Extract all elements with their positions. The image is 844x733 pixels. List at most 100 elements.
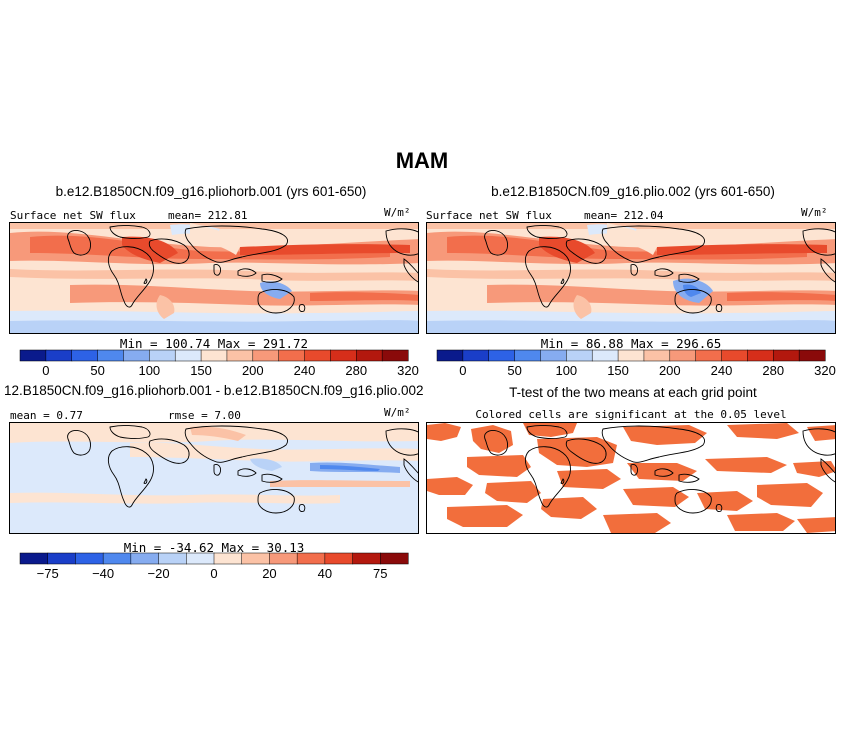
colorbar2-swatch — [721, 349, 748, 362]
panel1-title: b.e12.B1850CN.f09_g16.pliohorb.001 (yrs … — [55, 184, 367, 199]
colorbar3-swatch — [75, 552, 104, 565]
colorbar2-swatch — [462, 349, 490, 362]
colorbar1-tick-label: 240 — [294, 363, 316, 378]
page-title: MAM — [395, 148, 449, 173]
colorbar2-swatch — [540, 349, 567, 362]
colorbar1-swatch — [226, 349, 254, 362]
colorbar3-swatch — [158, 552, 187, 565]
panel4-map — [426, 422, 836, 534]
panel1-colorbar: 0 50 100 150 200 240 280 320 — [19, 349, 419, 378]
colorbar1-tick-label: 200 — [242, 363, 264, 378]
colorbar2-tick-label: 240 — [711, 363, 733, 378]
panel4-subtitle: Colored cells are significant at the 0.0… — [475, 408, 787, 421]
panel1-variable: Surface net SW flux — [10, 209, 136, 222]
colorbar3-swatch — [130, 552, 160, 565]
colorbar2-swatch — [643, 349, 671, 362]
colorbar3-swatch — [186, 552, 215, 565]
panel4-significant-cells — [427, 423, 835, 533]
colorbar3-swatch — [324, 552, 354, 565]
panel3-title: 12.B1850CN.f09_g16.pliohorb.001 - b.e12.… — [4, 383, 424, 398]
panel1-minmax: Min = 100.74 Max = 291.72 — [119, 336, 309, 351]
colorbar2-tick-label: 50 — [507, 363, 521, 378]
colorbar2-tick-label: 150 — [607, 363, 629, 378]
colorbar1-swatch — [174, 349, 202, 362]
colorbar3-swatch — [352, 552, 381, 565]
panel4-title: T-test of the two means at each grid poi… — [509, 385, 757, 400]
colorbar3-swatch — [213, 552, 243, 565]
panel2-map-svg — [427, 223, 835, 333]
panel2-title: b.e12.B1850CN.f09_g16.plio.002 (yrs 601-… — [491, 184, 775, 199]
colorbar1-swatch — [356, 349, 383, 362]
colorbar1-swatch — [97, 349, 125, 362]
colorbar2-tick-label: 200 — [659, 363, 681, 378]
panel2-colorbar: 0 50 100 150 200 240 280 320 — [436, 349, 836, 378]
panel4-map-svg — [427, 423, 835, 533]
panel2-map — [426, 222, 836, 334]
panel3-field — [10, 423, 418, 533]
colorbar2-swatch — [514, 349, 542, 362]
colorbar3-swatch — [241, 552, 270, 565]
panel1-field — [10, 223, 418, 333]
colorbar3-swatch — [380, 552, 409, 565]
colorbar1-swatch — [304, 349, 331, 362]
colorbar2-swatch — [773, 349, 800, 362]
colorbar1-swatch — [71, 349, 99, 362]
colorbar2-tick-label: 280 — [762, 363, 784, 378]
panel3-map — [9, 422, 419, 534]
colorbar2-swatch — [669, 349, 697, 362]
colorbar1-swatch — [149, 349, 176, 362]
colorbar3-tick-label: 75 — [373, 566, 387, 581]
colorbar1-tick-label: 0 — [42, 363, 49, 378]
colorbar2-tick-label: 320 — [814, 363, 836, 378]
colorbar3-tick-label: −75 — [37, 566, 59, 581]
colorbar2-swatch — [747, 349, 774, 362]
panel1-coastlines — [67, 225, 418, 314]
colorbar2-swatch — [617, 349, 645, 362]
panel3-coastlines — [67, 425, 418, 514]
colorbar1-swatch — [123, 349, 150, 362]
panel1-mean: mean= 212.81 — [168, 209, 248, 222]
colorbar3-tick-label: 40 — [318, 566, 332, 581]
colorbar1-tick-label: 280 — [345, 363, 367, 378]
colorbar1-tick-label: 320 — [397, 363, 419, 378]
panel3-units: W/m² — [384, 406, 411, 419]
colorbar1-swatch — [45, 349, 73, 362]
colorbar3-tick-label: −40 — [92, 566, 114, 581]
colorbar2-swatch — [798, 349, 826, 362]
panel1-units: W/m² — [384, 206, 411, 219]
colorbar3-swatch — [47, 552, 76, 565]
panel1-map-svg — [10, 223, 418, 333]
colorbar1-swatch — [381, 349, 409, 362]
colorbar1-swatch — [278, 349, 306, 362]
panel2-minmax: Min = 86.88 Max = 296.65 — [540, 336, 722, 351]
panel3-map-svg — [10, 423, 418, 533]
colorbar2-swatch — [566, 349, 593, 362]
colorbar2-swatch — [695, 349, 723, 362]
panel3-minmax: Min = -34.62 Max = 30.13 — [123, 540, 305, 555]
panel4-coastlines — [484, 425, 835, 514]
panel3-colorbar: −75 −40 −20 0 20 40 75 — [19, 552, 409, 581]
panel3-rmse: rmse = 7.00 — [168, 409, 241, 422]
colorbar3-tick-label: 20 — [262, 566, 276, 581]
colorbar1-swatch — [252, 349, 280, 362]
panel2-mean: mean= 212.04 — [584, 209, 664, 222]
panel3-mean: mean = 0.77 — [10, 409, 83, 422]
panel2-variable: Surface net SW flux — [426, 209, 552, 222]
panel1-map — [9, 222, 419, 334]
panel2-units: W/m² — [801, 206, 828, 219]
colorbar3-swatch — [296, 552, 326, 565]
colorbar3-tick-label: 0 — [210, 566, 217, 581]
colorbar1-swatch — [330, 349, 357, 362]
colorbar2-tick-label: 100 — [555, 363, 577, 378]
colorbar3-swatch — [102, 552, 132, 565]
panel1-colorbar-svg: 0 50 100 150 200 240 280 320 — [19, 349, 419, 378]
panel2-field — [427, 223, 835, 333]
colorbar3-tick-label: −20 — [148, 566, 170, 581]
colorbar1-swatch — [200, 349, 228, 362]
colorbar1-swatch — [19, 349, 47, 362]
colorbar1-tick-label: 150 — [190, 363, 212, 378]
colorbar2-swatch — [488, 349, 516, 362]
colorbar1-tick-label: 50 — [90, 363, 104, 378]
panel3-colorbar-svg: −75 −40 −20 0 20 40 75 — [19, 552, 409, 581]
colorbar2-swatch — [591, 349, 619, 362]
